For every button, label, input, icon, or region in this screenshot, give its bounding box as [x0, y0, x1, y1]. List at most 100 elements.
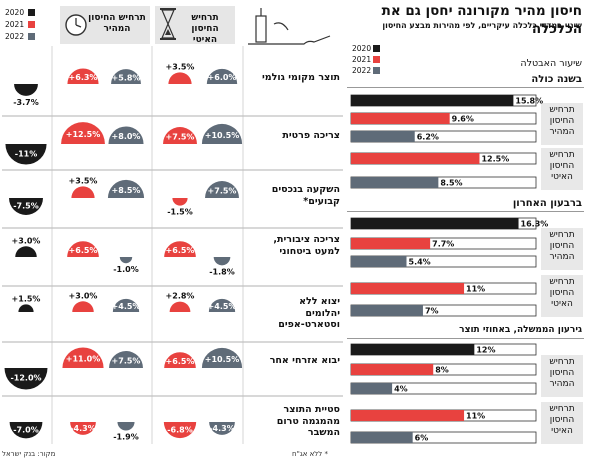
halfcircle-2020-label: +3.0% — [12, 236, 41, 245]
halfcircle-fast-2022 — [112, 298, 140, 312]
bar-label-2022: 6% — [415, 434, 429, 443]
bar-2021 — [351, 364, 434, 375]
row-label-imports: יבוא אזרחי אחר — [269, 355, 340, 366]
bar-2022 — [351, 177, 439, 188]
bar-2022 — [351, 256, 407, 267]
header-slow-label: תרחיש החיסון האיטי — [191, 13, 219, 45]
bar-2022 — [351, 383, 393, 394]
halfcircle-slow-2021 — [169, 301, 191, 312]
halfcircle-fast-2021-label: +6.3% — [69, 73, 98, 82]
halfcircle-2020 — [14, 84, 38, 96]
legend-label-2021: 2021 — [352, 55, 372, 64]
halfcircle-2020 — [4, 368, 48, 390]
halfcircle-slow-2022-label: -4.3% — [209, 424, 235, 433]
halfcircle-slow-2021 — [164, 352, 196, 368]
halfcircle-fast-2022 — [117, 422, 135, 431]
halfcircle-fast-2022-label: -1.0% — [113, 265, 139, 274]
halfcircle-2020 — [9, 198, 43, 215]
halfcircle-fast-2022-label: +8.0% — [112, 132, 141, 141]
legend-left-label-2021: 2021 — [5, 20, 25, 29]
bar-2020 — [351, 95, 514, 106]
row-label-gdp: תוצר מקומי גולמי — [261, 72, 340, 83]
halfcircle-fast-2022-label: +5.8% — [112, 73, 141, 82]
halfcircle-fast-2022-label: +8.5% — [112, 186, 141, 195]
group-label-year-slow: תרחיש החיסון האיטי — [541, 148, 583, 190]
group-label-deficit-fast: תרחיש החיסון המהיר — [541, 355, 583, 397]
group-label-quarter-fast: תרחיש החיסון המהיר — [541, 228, 583, 270]
halfcircle-fast-2022-label: +7.5% — [112, 356, 141, 365]
divider-right-3 — [347, 338, 584, 339]
bar-label-2021: 11% — [466, 285, 485, 294]
page-title: חיסון מהיר מקורונה יחסן גם את הכלכלה — [381, 3, 582, 37]
row-label-investment: השקעה בנכסים קבועים* — [271, 184, 340, 207]
divider-right-2 — [347, 211, 584, 212]
legend-swatch-2022 — [373, 67, 380, 74]
bar-label-2020: 15.8% — [515, 97, 543, 106]
bar-2022 — [351, 131, 415, 142]
halfcircle-2020-label: -3.7% — [13, 98, 39, 107]
halfcircle-slow-2022-label: +7.5% — [208, 186, 237, 195]
bar-2021 — [351, 153, 480, 164]
halfcircle-2020 — [18, 304, 34, 312]
bar-label-2022: 4% — [394, 385, 408, 394]
halfcircle-slow-2021 — [164, 241, 196, 257]
halfcircle-fast-2021-label: +12.5% — [66, 130, 100, 139]
hourglass-icon — [159, 8, 177, 40]
halfcircle-slow-2022 — [208, 298, 236, 312]
legend-label-2020: 2020 — [352, 44, 372, 53]
halfcircle-2020-label: -11% — [15, 149, 37, 158]
bar-label-2022: 5.4% — [409, 258, 431, 267]
halfcircle-slow-2021 — [163, 127, 197, 144]
bar-2022 — [351, 305, 423, 316]
halfcircle-slow-2022 — [213, 257, 231, 266]
source-note: מקור: בנק ישראל — [2, 450, 56, 458]
halfcircle-slow-2021-label: +3.5% — [166, 62, 195, 71]
row-label-private-consumption: צריכה פרטית — [282, 130, 340, 141]
bar-label-2022: 6.2% — [417, 133, 439, 142]
halfcircle-fast-2021 — [72, 301, 94, 312]
halfcircle-fast-2021 — [67, 68, 99, 84]
bar-2021 — [351, 410, 465, 421]
halfcircle-fast-2021 — [71, 186, 95, 198]
bar-2021 — [351, 113, 450, 124]
halfcircle-slow-2021-label: -1.5% — [167, 208, 193, 217]
halfcircle-fast-2022 — [119, 257, 133, 264]
halfcircle-slow-2021-label: +7.5% — [166, 132, 195, 141]
halfcircle-slow-2022-label: +6.0% — [208, 73, 237, 82]
bar-label-2022: 7% — [425, 307, 439, 316]
legend-swatch-2021 — [373, 56, 380, 63]
divider-right-1 — [347, 87, 584, 88]
halfcircle-slow-2021 — [168, 72, 192, 84]
halfcircle-2020-label: +1.5% — [12, 294, 41, 303]
header-slow-scenario: תרחיש החיסון האיטי — [155, 6, 235, 45]
group-label-quarter-slow: תרחיש החיסון האיטי — [541, 275, 583, 317]
halfcircle-slow-2021 — [172, 198, 188, 206]
halfcircle-slow-2022 — [201, 123, 243, 144]
halfcircle-slow-2022-label: +4.5% — [208, 302, 237, 311]
legend-left-swatch-2020 — [28, 9, 35, 16]
halfcircle-fast-2022-label: +4.5% — [112, 302, 141, 311]
halfcircle-2020-label: -7.5% — [13, 202, 39, 211]
page-subtitle: שינוי במדדי כלכלה עיקריים, לפי מהירות מב… — [382, 21, 582, 30]
row-label-exports: יצוא ללא יהלומים וסטארט-אפים — [278, 296, 340, 330]
halfcircle-fast-2021-label: +3.5% — [69, 176, 98, 185]
row-label-public-consumption: צריכה ציבורית, למעט ביטחוני — [273, 234, 340, 257]
section-heading-quarter: ברבעון האחרון — [512, 198, 582, 209]
bar-2021 — [351, 238, 431, 249]
halfcircle-2020 — [15, 246, 37, 258]
halfcircle-slow-2021 — [163, 422, 197, 439]
bar-2020 — [351, 218, 519, 229]
bar-label-2021: 11% — [466, 412, 485, 421]
halfcircle-slow-2022 — [205, 181, 239, 198]
legend-left-label-2020: 2020 — [5, 8, 25, 17]
legend-swatch-2020 — [373, 45, 380, 52]
bar-label-2020: 12% — [476, 346, 495, 355]
halfcircle-fast-2021 — [70, 422, 96, 435]
bar-label-2021: 12.5% — [481, 155, 509, 164]
halfcircle-fast-2022-label: -1.9% — [113, 433, 139, 442]
halfcircle-2020-label: -12.0% — [10, 374, 41, 383]
syringe-icon — [244, 6, 334, 51]
halfcircle-fast-2021 — [62, 347, 104, 368]
